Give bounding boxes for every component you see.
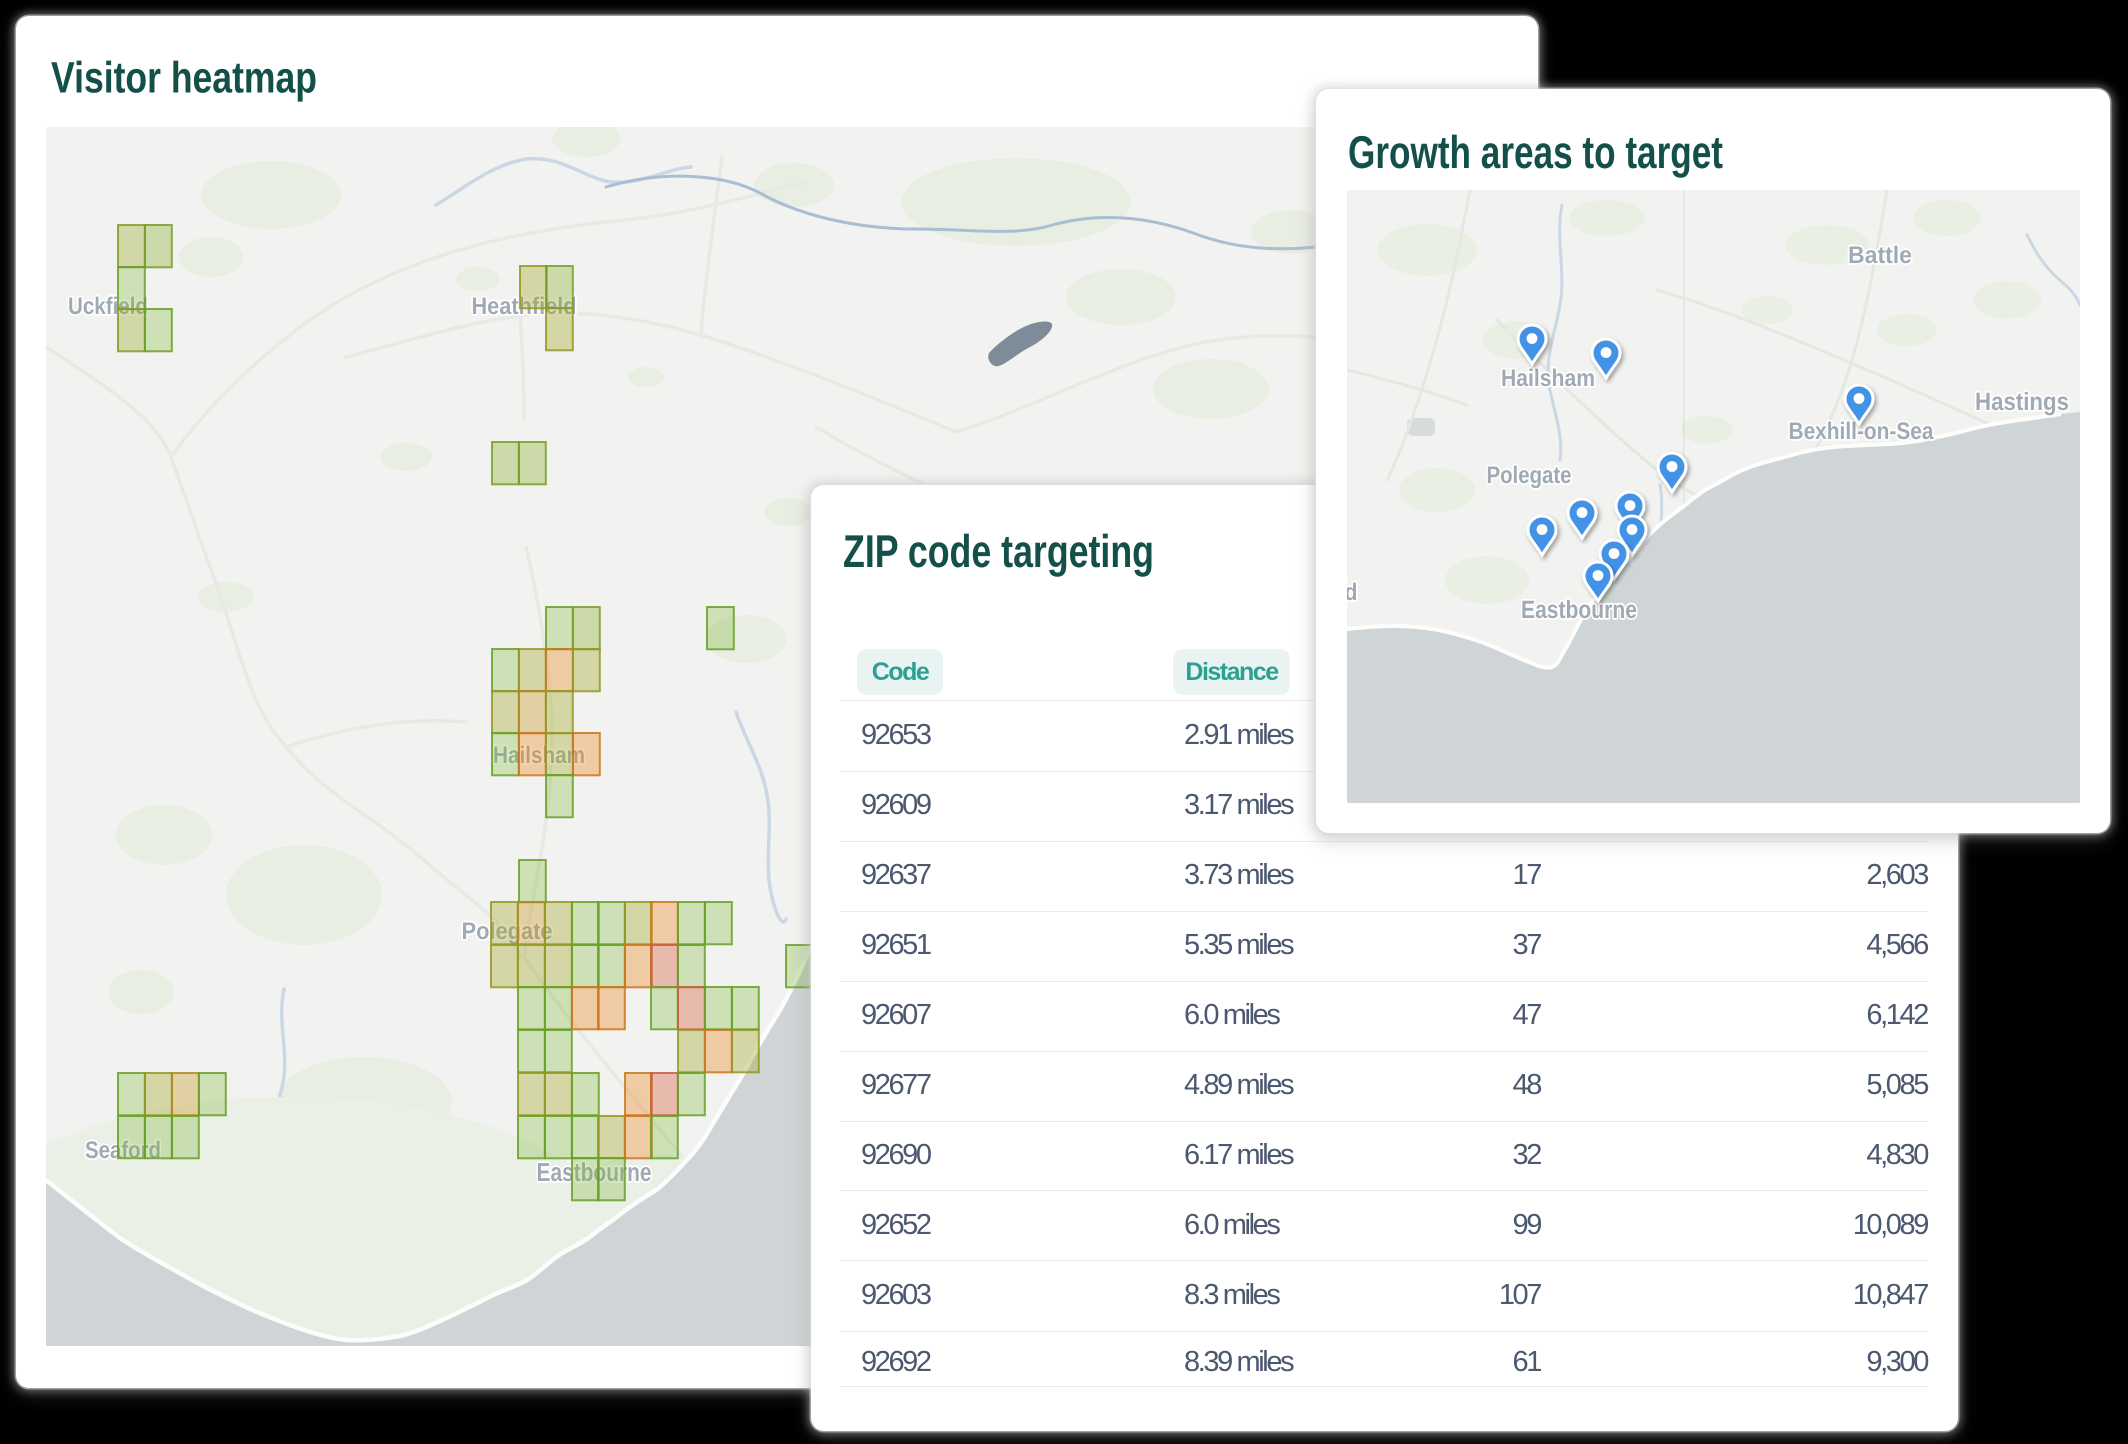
svg-text:Polegate: Polegate	[1487, 462, 1572, 489]
svg-text:Eastbourne: Eastbourne	[1521, 596, 1637, 624]
svg-text:Hailsham: Hailsham	[493, 742, 585, 769]
svg-text:Uckfield: Uckfield	[68, 293, 148, 320]
svg-text:Growth areas to target: Growth areas to target	[1348, 126, 1723, 178]
svg-text:d: d	[1347, 579, 1358, 606]
svg-text:Polegate: Polegate	[462, 918, 553, 945]
svg-text:Visitor heatmap: Visitor heatmap	[51, 54, 317, 103]
svg-text:Hailsham: Hailsham	[1501, 365, 1595, 392]
svg-text:Seaford: Seaford	[85, 1137, 161, 1164]
svg-text:Hastings: Hastings	[1975, 388, 2069, 416]
svg-text:Battle: Battle	[1848, 242, 1912, 269]
svg-text:ZIP code targeting: ZIP code targeting	[843, 525, 1154, 577]
svg-text:Heathfield: Heathfield	[472, 293, 577, 320]
svg-text:Eastbourne: Eastbourne	[537, 1157, 652, 1187]
